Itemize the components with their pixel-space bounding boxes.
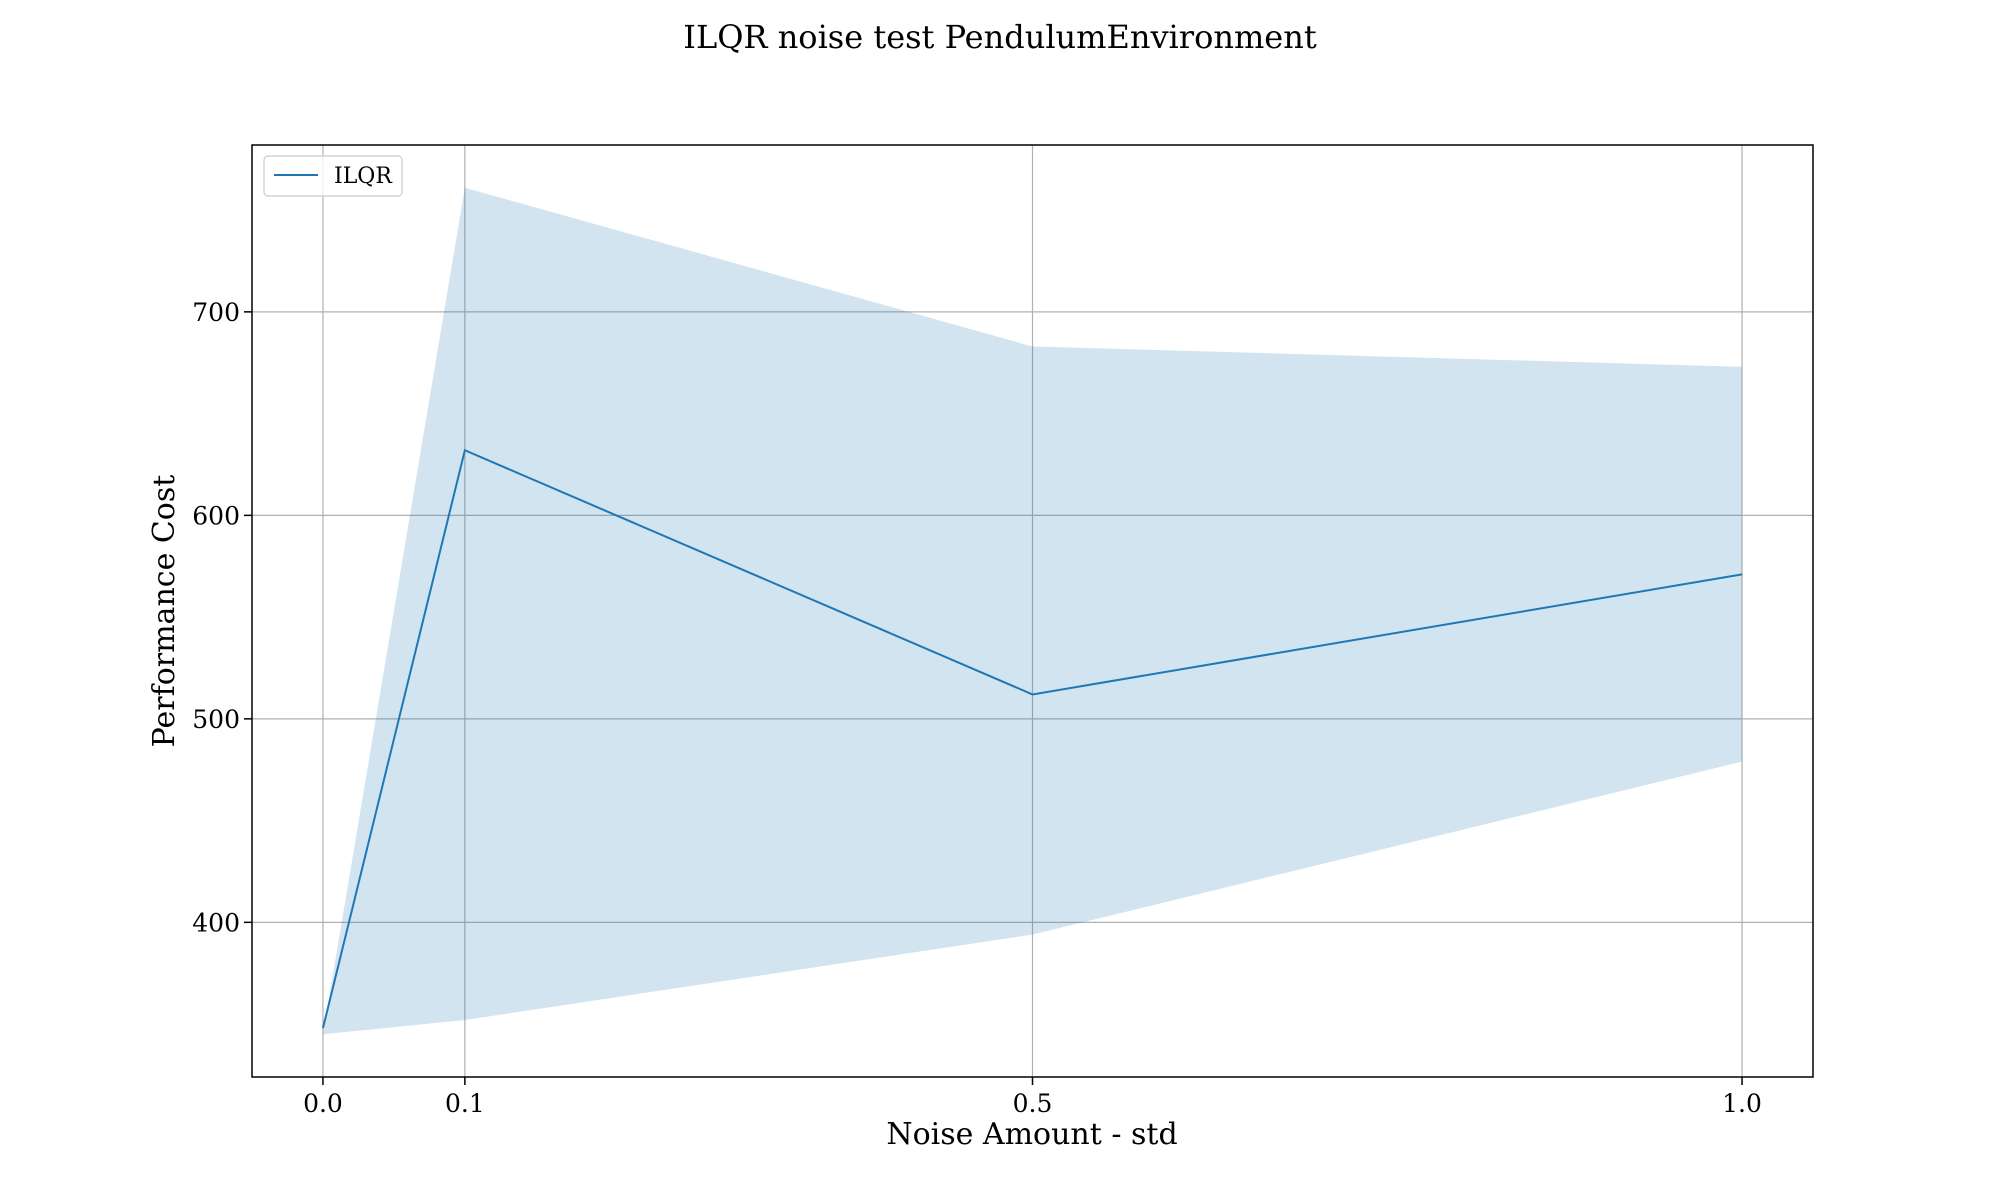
y-axis-ticks: 400 500 600 700	[192, 298, 252, 937]
x-tick-label: 0.0	[303, 1089, 343, 1118]
legend-label: ILQR	[334, 164, 393, 189]
confidence-band-layer	[322, 187, 1743, 1035]
x-tick-label: 0.1	[445, 1089, 485, 1118]
y-tick-label: 600	[192, 501, 240, 530]
y-tick-label: 700	[192, 298, 240, 327]
legend: ILQR	[263, 155, 403, 197]
confidence-band	[322, 187, 1743, 1035]
y-axis-label: Performance Cost	[147, 475, 182, 748]
chart-title: ILQR noise test PendulumEnvironment	[683, 18, 1317, 56]
x-tick-label: 1.0	[1722, 1089, 1762, 1118]
y-tick-label: 500	[192, 705, 240, 734]
legend-box	[263, 155, 403, 197]
x-tick-label: 0.5	[1013, 1089, 1053, 1118]
series-line-layer	[321, 448, 1743, 1029]
x-axis-label: Noise Amount - std	[886, 1117, 1177, 1152]
series-line	[321, 448, 1743, 1029]
y-tick-label: 400	[192, 908, 240, 937]
grid-lines	[252, 145, 1813, 1077]
x-axis-ticks: 0.0 0.1 0.5 1.0	[303, 1077, 1762, 1118]
